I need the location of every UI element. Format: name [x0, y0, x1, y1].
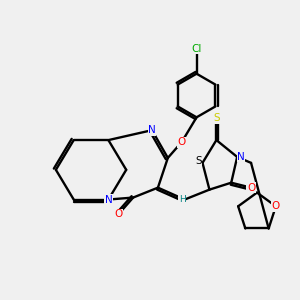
Text: Cl: Cl	[191, 44, 202, 54]
Text: S: S	[195, 156, 202, 167]
Text: H: H	[179, 195, 186, 204]
Text: O: O	[272, 201, 280, 211]
Text: N: N	[148, 125, 156, 135]
Text: N: N	[237, 152, 245, 162]
Text: O: O	[114, 209, 122, 219]
Text: S: S	[213, 113, 220, 123]
Text: N: N	[104, 194, 112, 205]
Text: O: O	[247, 183, 255, 193]
Text: O: O	[178, 137, 186, 147]
